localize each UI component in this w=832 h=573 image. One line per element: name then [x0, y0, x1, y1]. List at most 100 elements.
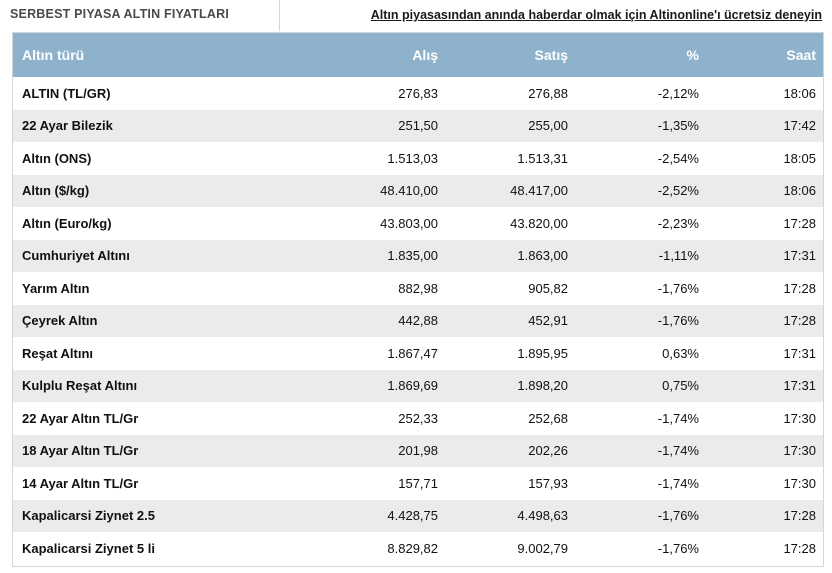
update-time-cell: 18:06	[783, 85, 816, 101]
gold-type-cell: Cumhuriyet Altını	[22, 248, 130, 264]
buy-price-cell: 276,83	[398, 85, 438, 101]
update-time-cell: 17:28	[783, 508, 816, 524]
gold-type-cell: 18 Ayar Altın TL/Gr	[22, 443, 139, 459]
gold-prices-table: Altın türü Alış Satış % Saat ALTIN (TL/G…	[13, 33, 823, 565]
gold-type-cell: 14 Ayar Altın TL/Gr	[22, 475, 139, 491]
buy-price-cell: 1.869,69	[387, 378, 438, 394]
buy-price-cell: 882,98	[398, 280, 438, 296]
sell-price-cell: 9.002,79	[517, 540, 568, 556]
gold-type-cell: Yarım Altın	[22, 280, 90, 296]
gold-type-cell: Altın (Euro/kg)	[22, 215, 112, 231]
sell-price-cell: 905,82	[528, 280, 568, 296]
buy-price-cell: 1.513,03	[387, 150, 438, 166]
buy-price-cell: 48.410,00	[380, 183, 438, 199]
buy-price-cell: 1.867,47	[387, 345, 438, 361]
column-header-sell: Satış	[534, 47, 568, 63]
table-row: Cumhuriyet Altını 1.835,00 1.863,00 -1,11% 1…	[13, 239, 823, 272]
sell-price-cell: 1.513,31	[517, 150, 568, 166]
sell-price-cell: 255,00	[528, 118, 568, 134]
table-row: 14 Ayar Altın TL/Gr 157,71 157,93 -1,74% 17:…	[13, 467, 823, 500]
update-time-cell: 18:06	[783, 183, 816, 199]
change-percent-cell: -1,74%	[657, 443, 699, 459]
sell-price-cell: 252,68	[528, 410, 568, 426]
gold-type-cell: Kapalicarsi Ziynet 5 li	[22, 540, 155, 556]
buy-price-cell: 4.428,75	[387, 508, 438, 524]
promo-link[interactable]: Altın piyasasından anında haberdar olmak…	[370, 8, 822, 22]
change-percent-cell: 0,63%	[662, 345, 699, 361]
column-header-buy: Alış	[412, 47, 438, 63]
gold-prices-table-container: Altın türü Alış Satış % Saat ALTIN (TL/G…	[12, 32, 824, 567]
table-header-row: Altın türü Alış Satış % Saat	[13, 33, 823, 77]
update-time-cell: 17:28	[783, 215, 816, 231]
table-row: Reşat Altını 1.867,47 1.895,95 0,63% 17:31	[13, 337, 823, 370]
gold-type-cell: Kulplu Reşat Altını	[22, 378, 138, 394]
change-percent-cell: -2,12%	[657, 85, 699, 101]
update-time-cell: 18:05	[783, 150, 816, 166]
gold-type-cell: Reşat Altını	[22, 345, 94, 361]
column-header-change: %	[686, 47, 699, 63]
buy-price-cell: 43.803,00	[380, 215, 438, 231]
change-percent-cell: -1,76%	[657, 540, 699, 556]
gold-type-cell: 22 Ayar Bilezik	[22, 118, 113, 134]
update-time-cell: 17:28	[783, 540, 816, 556]
update-time-cell: 17:30	[783, 475, 816, 491]
sell-price-cell: 1.895,95	[517, 345, 568, 361]
buy-price-cell: 251,50	[398, 118, 438, 134]
buy-price-cell: 1.835,00	[387, 248, 438, 264]
change-percent-cell: -1,11%	[658, 248, 699, 264]
table-row: Yarım Altın 882,98 905,82 -1,76% 17:28	[13, 272, 823, 305]
table-row: Çeyrek Altın 442,88 452,91 -1,76% 17:28	[13, 304, 823, 337]
update-time-cell: 17:30	[783, 410, 816, 426]
buy-price-cell: 442,88	[398, 313, 438, 329]
update-time-cell: 17:31	[783, 378, 816, 394]
gold-type-cell: 22 Ayar Altın TL/Gr	[22, 410, 139, 426]
change-percent-cell: -2,54%	[657, 150, 699, 166]
change-percent-cell: -1,74%	[657, 475, 699, 491]
change-percent-cell: -1,76%	[657, 313, 699, 329]
gold-type-cell: ALTIN (TL/GR)	[22, 85, 111, 101]
update-time-cell: 17:42	[783, 118, 816, 134]
update-time-cell: 17:31	[783, 248, 816, 264]
section-tab: SERBEST PIYASA ALTIN FIYATLARI	[8, 0, 280, 31]
buy-price-cell: 157,71	[398, 475, 438, 491]
change-percent-cell: 0,75%	[662, 378, 699, 394]
change-percent-cell: -1,74%	[657, 410, 699, 426]
buy-price-cell: 252,33	[398, 410, 438, 426]
sell-price-cell: 43.820,00	[510, 215, 568, 231]
table-row: Altın (Euro/kg) 43.803,00 43.820,00 -2,23% 1…	[13, 207, 823, 240]
change-percent-cell: -2,23%	[657, 215, 699, 231]
sell-price-cell: 157,93	[528, 475, 568, 491]
gold-type-cell: Çeyrek Altın	[22, 313, 98, 329]
buy-price-cell: 201,98	[398, 443, 438, 459]
gold-type-cell: Kapalicarsi Ziynet 2.5	[22, 508, 155, 524]
table-row: 18 Ayar Altın TL/Gr 201,98 202,26 -1,74% 17:…	[13, 434, 823, 467]
sell-price-cell: 276,88	[528, 85, 568, 101]
column-header-type: Altın türü	[22, 47, 85, 63]
gold-type-cell: Altın ($/kg)	[22, 183, 90, 199]
table-row: Altın (ONS) 1.513,03 1.513,31 -2,54% 18:05	[13, 142, 823, 175]
sell-price-cell: 1.898,20	[517, 378, 568, 394]
change-percent-cell: -1,35%	[657, 118, 699, 134]
change-percent-cell: -2,52%	[657, 183, 699, 199]
change-percent-cell: -1,76%	[657, 280, 699, 296]
sell-price-cell: 1.863,00	[517, 248, 568, 264]
sell-price-cell: 48.417,00	[510, 183, 568, 199]
gold-type-cell: Altın (ONS)	[22, 150, 92, 166]
update-time-cell: 17:28	[783, 280, 816, 296]
table-row: 22 Ayar Bilezik 251,50 255,00 -1,35% 17:42	[13, 109, 823, 142]
update-time-cell: 17:28	[783, 313, 816, 329]
table-row: Kapalicarsi Ziynet 5 li 8.829,82 9.002,79 -…	[13, 532, 823, 565]
table-row: Kapalicarsi Ziynet 2.5 4.428,75 4.498,63 -1…	[13, 499, 823, 532]
table-row: Kulplu Reşat Altını 1.869,69 1.898,20 0,75%…	[13, 369, 823, 402]
change-percent-cell: -1,76%	[657, 508, 699, 524]
sell-price-cell: 4.498,63	[517, 508, 568, 524]
table-row: 22 Ayar Altın TL/Gr 252,33 252,68 -1,74% 17:…	[13, 402, 823, 435]
buy-price-cell: 8.829,82	[387, 540, 438, 556]
table-row: Altın ($/kg) 48.410,00 48.417,00 -2,52% 18:0…	[13, 174, 823, 207]
sell-price-cell: 452,91	[528, 313, 568, 329]
column-header-time: Saat	[786, 47, 816, 63]
table-row: ALTIN (TL/GR) 276,83 276,88 -2,12% 18:06	[13, 77, 823, 110]
update-time-cell: 17:30	[783, 443, 816, 459]
top-bar: SERBEST PIYASA ALTIN FIYATLARI Altın piy…	[0, 0, 832, 32]
